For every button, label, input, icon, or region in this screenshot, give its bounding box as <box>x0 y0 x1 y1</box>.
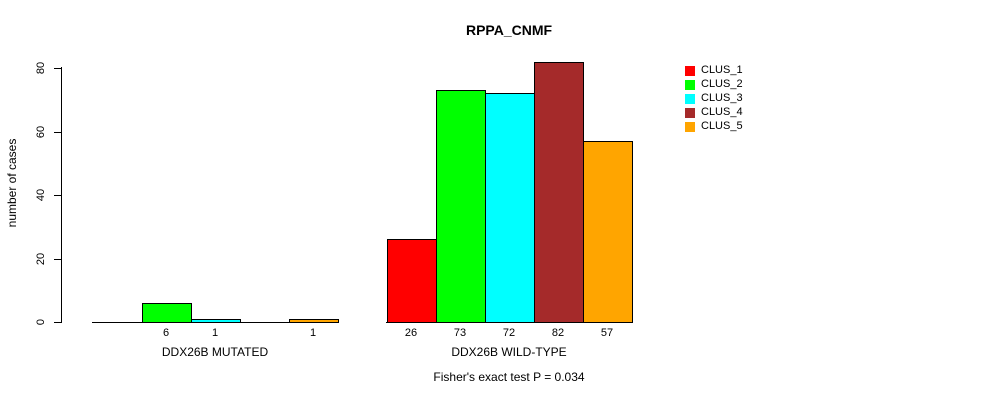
legend-swatch <box>685 108 695 118</box>
group-label: DDX26B WILD-TYPE <box>451 345 567 359</box>
bar-value-label: 1 <box>309 327 317 339</box>
y-axis-tick <box>54 195 61 196</box>
y-axis-tick <box>54 68 61 69</box>
y-axis-tick <box>54 322 61 323</box>
y-tick-label: 60 <box>35 125 47 139</box>
legend-swatch <box>685 80 695 90</box>
bar-value-label: 57 <box>600 327 614 339</box>
bar <box>288 319 339 323</box>
y-axis-line <box>61 67 62 323</box>
bar-value-label: 82 <box>551 327 565 339</box>
y-tick-label: 80 <box>35 61 47 75</box>
chart-title: RPPA_CNMF <box>465 22 553 38</box>
legend-swatch <box>685 122 695 132</box>
bar-value-label: 1 <box>211 327 219 339</box>
group-label: DDX26B MUTATED <box>161 345 269 359</box>
legend-label: CLUS_4 <box>701 106 743 118</box>
y-tick-label: 40 <box>35 188 47 202</box>
legend-label: CLUS_5 <box>701 120 743 132</box>
y-axis-tick <box>54 132 61 133</box>
legend-label: CLUS_1 <box>701 64 743 76</box>
annotation-text: Fisher's exact test P = 0.034 <box>433 370 585 384</box>
y-tick-label: 20 <box>35 252 47 266</box>
legend-swatch <box>685 94 695 104</box>
legend-label: CLUS_2 <box>701 78 743 90</box>
legend-swatch <box>685 66 695 76</box>
y-axis-tick <box>54 259 61 260</box>
y-axis-label: number of cases <box>5 138 19 228</box>
legend-label: CLUS_3 <box>701 92 743 104</box>
bar <box>435 90 486 323</box>
bar-value-label: 6 <box>162 327 170 339</box>
bar <box>533 62 584 323</box>
bar-value-label: 72 <box>502 327 516 339</box>
bar <box>141 303 192 323</box>
bar <box>484 93 535 323</box>
bar <box>582 141 633 323</box>
bar-value-label: 26 <box>404 327 418 339</box>
bar <box>190 319 241 323</box>
bar <box>386 239 437 323</box>
y-tick-label: 0 <box>35 318 47 326</box>
bar-value-label: 73 <box>453 327 467 339</box>
